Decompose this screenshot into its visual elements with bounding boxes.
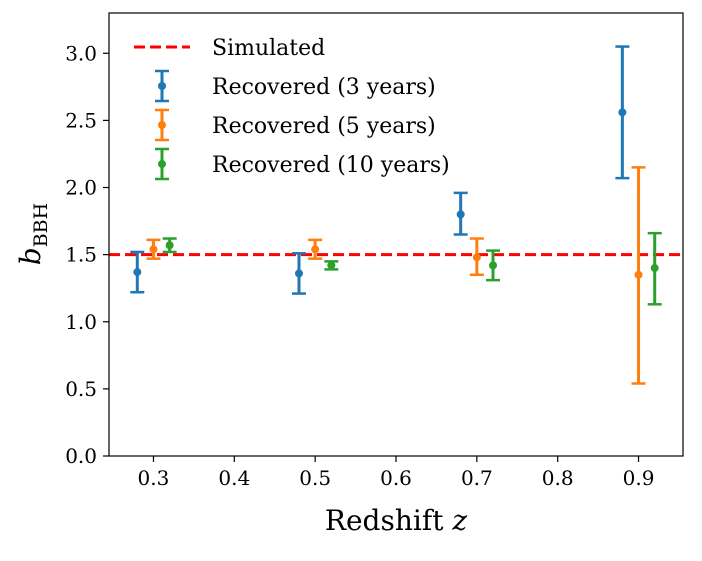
y-tick-label-4: 2.0 — [65, 176, 97, 200]
data-point-series-2-point-1 — [327, 261, 336, 270]
x-tick-label-0: 0.3 — [138, 466, 170, 490]
ticks-layer: 0.3 0.4 0.5 0.6 0.7 0.8 0.9 0.0 0.5 1.0 1.5 2.0 2.5 3… — [65, 41, 654, 490]
legend: Simulated Recovered (3 years) Recovered (5… — [134, 36, 450, 181]
y-axis-label: bBBH — [14, 203, 52, 265]
data-point-series-2-point-2 — [489, 261, 498, 270]
legend-entry-label-3: Recovered (10 years) — [212, 153, 450, 178]
data-point-series-1-point-0 — [149, 245, 158, 254]
data-point-series-2-point-0 — [165, 241, 174, 250]
data-point-series-1-point-1 — [311, 245, 320, 254]
legend-swatch-point-2 — [158, 121, 166, 129]
legend-entry-label-1: Recovered (3 years) — [212, 75, 436, 100]
y-tick-label-3: 1.5 — [65, 243, 97, 267]
y-tick-label-0: 0.0 — [65, 444, 97, 468]
marks-layer — [109, 45, 683, 385]
x-tick-label-6: 0.9 — [623, 466, 655, 490]
y-tick-label-2: 1.0 — [65, 310, 97, 334]
x-tick-label-1: 0.4 — [218, 466, 250, 490]
data-point-series-0-point-1 — [294, 269, 303, 278]
data-point-series-1-point-2 — [472, 253, 481, 262]
data-point-series-0-point-2 — [456, 210, 465, 219]
data-point-series-0-point-3 — [618, 108, 627, 117]
y-tick-label-1: 0.5 — [65, 377, 97, 401]
data-point-series-2-point-3 — [650, 264, 659, 273]
y-tick-label-6: 3.0 — [65, 41, 97, 65]
x-tick-label-2: 0.5 — [299, 466, 331, 490]
x-axis-label-variable: z — [451, 504, 467, 537]
legend-entry-label-0: Simulated — [212, 36, 325, 61]
legend-swatch-point-1 — [158, 82, 166, 90]
y-axis-label-sub: BBH — [30, 203, 52, 248]
legend-swatch-point-3 — [158, 160, 166, 168]
legend-entry-label-2: Recovered (5 years) — [212, 114, 436, 139]
x-tick-label-3: 0.6 — [380, 466, 412, 490]
x-tick-label-5: 0.8 — [542, 466, 574, 490]
y-tick-label-5: 2.5 — [65, 108, 97, 132]
data-point-series-0-point-0 — [133, 268, 142, 277]
data-point-series-1-point-3 — [634, 270, 643, 279]
x-tick-label-4: 0.7 — [461, 466, 493, 490]
x-axis-label-text: Redshift — [325, 504, 452, 537]
y-axis-label-main: b — [14, 247, 47, 265]
x-axis-label: Redshift z — [325, 504, 467, 537]
